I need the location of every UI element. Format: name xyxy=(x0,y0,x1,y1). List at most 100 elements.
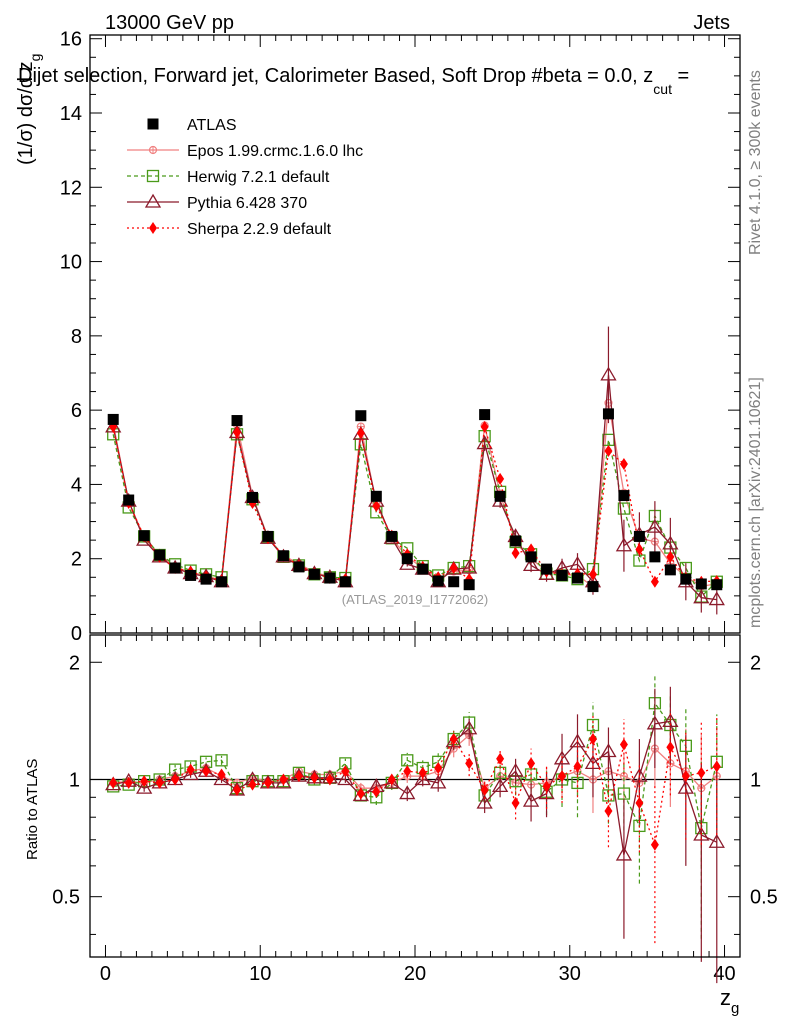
ratio-line-herwig xyxy=(113,701,718,829)
ratio-point-sherpa xyxy=(186,763,195,776)
top-point-sherpa xyxy=(449,562,458,574)
ratio-point-pythia xyxy=(430,774,447,789)
top-point-pythia xyxy=(600,366,617,381)
header-left: 13000 GeV pp xyxy=(105,12,234,34)
ratio-tick-label-right: 2 xyxy=(750,652,761,674)
top-point-data xyxy=(107,413,119,425)
ratio-point-sherpa xyxy=(558,770,567,783)
ratio-point-sherpa xyxy=(619,738,628,751)
ratio-point-sherpa xyxy=(697,766,706,779)
ratio-point-sherpa xyxy=(434,762,443,775)
legend-marker-herwig xyxy=(146,169,160,183)
x-tick-label: 40 xyxy=(713,963,735,985)
top-panel-axes: 0 2 4 6 8 10 12 14 16 xyxy=(60,29,741,645)
top-point-data xyxy=(633,530,645,542)
top-point-sherpa xyxy=(372,499,381,512)
plot-title-sub: cut xyxy=(653,81,672,97)
top-point-data xyxy=(324,572,336,584)
ratio-point-sherpa xyxy=(341,765,350,778)
ratio-point-herwig xyxy=(586,718,600,732)
top-point-data xyxy=(649,551,661,563)
top-point-data xyxy=(572,572,583,584)
top-point-data xyxy=(231,415,243,427)
ratio-tick-label: 0.5 xyxy=(52,887,80,909)
top-point-data xyxy=(602,408,614,420)
ratio-point-pythia xyxy=(399,785,416,800)
ratio-point-sherpa xyxy=(588,733,597,746)
top-point-data xyxy=(277,550,289,562)
ratio-point-sherpa xyxy=(140,775,149,788)
top-point-data xyxy=(711,579,723,591)
ratio-point-sherpa xyxy=(635,797,644,810)
ratio-point-pythia xyxy=(461,720,478,735)
top-point-data xyxy=(479,409,491,421)
ratio-point-pythia xyxy=(600,743,617,758)
ratio-point-sherpa xyxy=(387,773,396,786)
y-tick-label: 2 xyxy=(71,549,82,571)
legend-label-sherpa: Sherpa 2.2.9 default xyxy=(187,221,332,238)
x-tick-label: 30 xyxy=(559,963,581,985)
top-point-data xyxy=(386,530,398,542)
top-point-sherpa xyxy=(233,426,242,439)
y-axis-label-sub: g xyxy=(27,54,43,62)
y-tick-label: 14 xyxy=(60,103,82,125)
top-point-data xyxy=(587,581,599,593)
ratio-point-sherpa xyxy=(573,760,582,773)
ratio-panel-series xyxy=(105,675,725,984)
ratio-point-sherpa xyxy=(465,757,474,770)
legend-marker-pythia xyxy=(144,193,162,208)
top-point-sherpa xyxy=(650,575,659,588)
top-point-data xyxy=(293,561,305,573)
legend-label-epos: Epos 1.99.crmc.1.6.0 lhc xyxy=(187,143,363,160)
ratio-point-sherpa xyxy=(403,765,412,778)
side-text-top: Rivet 4.1.0, ≥ 300k events xyxy=(747,70,764,255)
top-point-data xyxy=(463,579,475,591)
x-axis-label-main: z xyxy=(720,985,731,1010)
y-tick-label: 10 xyxy=(60,252,82,274)
top-point-sherpa xyxy=(480,420,489,433)
top-point-data xyxy=(541,563,553,575)
ratio-point-sherpa xyxy=(372,785,381,798)
ratio-point-sherpa xyxy=(418,766,427,779)
top-line-epos xyxy=(112,402,717,588)
y-tick-label: 0 xyxy=(71,623,82,645)
side-text-bottom: mcplots.cern.ch [arXiv:2401.10621] xyxy=(747,377,764,628)
ratio-point-sherpa xyxy=(263,776,272,789)
ratio-point-pythia xyxy=(662,713,679,728)
top-point-data xyxy=(510,535,522,547)
ratio-point-pythia xyxy=(337,771,354,786)
top-point-sherpa xyxy=(619,458,628,470)
top-point-data xyxy=(247,491,258,503)
ratio-point-sherpa xyxy=(712,760,721,773)
ratio-point-sherpa xyxy=(542,780,551,793)
x-axis-label: zg xyxy=(720,985,739,1017)
top-point-pythia xyxy=(522,557,540,572)
top-point-sherpa xyxy=(604,445,613,457)
top-point-data xyxy=(556,569,568,581)
ratio-point-pythia xyxy=(182,766,199,781)
ratio-point-sherpa xyxy=(681,770,690,783)
ratio-point-pythia xyxy=(522,792,540,807)
ratio-point-pythia xyxy=(275,774,292,789)
ratio-point-pythia xyxy=(584,755,602,770)
legend-marker-data xyxy=(147,118,159,130)
ratio-point-sherpa xyxy=(604,804,613,817)
ratio-point-sherpa xyxy=(449,733,458,746)
top-point-sherpa xyxy=(666,550,675,563)
ratio-point-pythia xyxy=(414,771,431,786)
top-point-pythia xyxy=(615,537,633,552)
top-line-pythia xyxy=(112,374,717,601)
top-point-data xyxy=(339,576,351,588)
ratio-point-herwig xyxy=(215,754,228,767)
ratio-point-pythia xyxy=(615,846,633,861)
top-line-herwig xyxy=(112,434,718,598)
legend-label-herwig: Herwig 7.2.1 default xyxy=(187,169,330,186)
ratio-line-sherpa xyxy=(113,737,718,848)
ratio-point-sherpa xyxy=(650,838,659,851)
x-tick-label: 20 xyxy=(404,963,426,985)
ratio-point-sherpa xyxy=(666,741,675,754)
ratio-point-pythia xyxy=(708,833,725,848)
ratio-point-sherpa xyxy=(325,773,334,786)
ratio-panel-frame xyxy=(89,634,741,958)
ratio-tick-label-right: 0.5 xyxy=(750,887,778,909)
